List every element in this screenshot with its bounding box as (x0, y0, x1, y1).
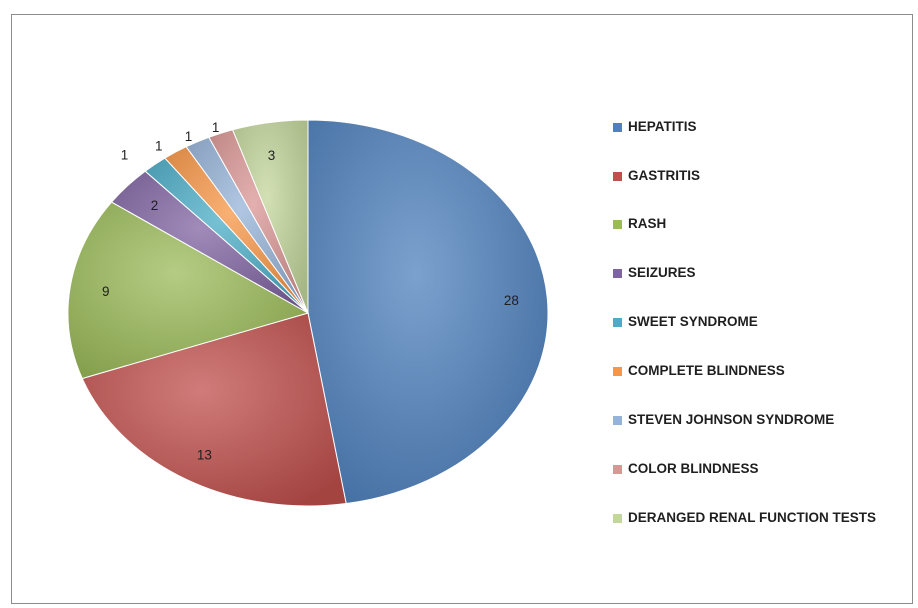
data-label-color-blindness: 1 (212, 120, 220, 135)
legend-item-complete-blindness: COMPLETE BLINDNESS (613, 363, 903, 379)
legend-item-color-blindness: COLOR BLINDNESS (613, 461, 903, 477)
pie-slice-rash (67, 201, 310, 380)
legend-label: COMPLETE BLINDNESS (628, 363, 785, 378)
legend-label: RASH (628, 216, 667, 231)
pie-slice-hepatitis (307, 119, 549, 505)
data-label-sweet-syndrome: 1 (121, 148, 129, 163)
legend-label: SEIZURES (628, 265, 696, 280)
legend-swatch (613, 220, 622, 229)
legend-label: SWEET SYNDROME (628, 314, 758, 329)
legend-item-rash: RASH (613, 216, 903, 232)
data-label-deranged-renal-function-tests: 3 (268, 148, 276, 163)
legend-swatch (613, 269, 622, 278)
pie-slice-gastritis (81, 312, 347, 507)
legend-item-steven-johnson-syndrome: STEVEN JOHNSON SYNDROME (613, 412, 903, 428)
legend-item-hepatitis: HEPATITIS (613, 119, 903, 135)
legend-label: COLOR BLINDNESS (628, 461, 759, 476)
legend-swatch (613, 123, 622, 132)
legend-item-gastritis: GASTRITIS (613, 168, 903, 184)
data-label-gastritis: 13 (197, 447, 212, 462)
data-label-hepatitis: 28 (504, 293, 519, 308)
legend-swatch (613, 465, 622, 474)
pie-slice-deranged-renal-function-tests (231, 119, 309, 314)
data-label-steven-johnson-syndrome: 1 (185, 129, 193, 144)
legend-swatch (613, 367, 622, 376)
data-label-seizures: 2 (151, 198, 159, 213)
legend-label: STEVEN JOHNSON SYNDROME (628, 412, 835, 427)
legend-swatch (613, 318, 622, 327)
legend-label: GASTRITIS (628, 168, 701, 183)
legend-item-seizures: SEIZURES (613, 265, 903, 281)
legend-swatch (613, 514, 622, 523)
legend-swatch (613, 172, 622, 181)
chart-area: 28 13 9 2 1 1 1 1 3 HEPATITIS GASTRITIS RASH SEIZUR… (11, 14, 913, 604)
legend-swatch (613, 416, 622, 425)
data-label-rash: 9 (102, 284, 110, 299)
legend-item-deranged-renal-function-tests: DERANGED RENAL FUNCTION TESTS (613, 510, 903, 526)
data-label-complete-blindness: 1 (155, 138, 163, 153)
legend-label: HEPATITIS (628, 119, 697, 134)
legend-item-sweet-syndrome: SWEET SYNDROME (613, 314, 903, 330)
legend-label: DERANGED RENAL FUNCTION TESTS (628, 510, 877, 525)
